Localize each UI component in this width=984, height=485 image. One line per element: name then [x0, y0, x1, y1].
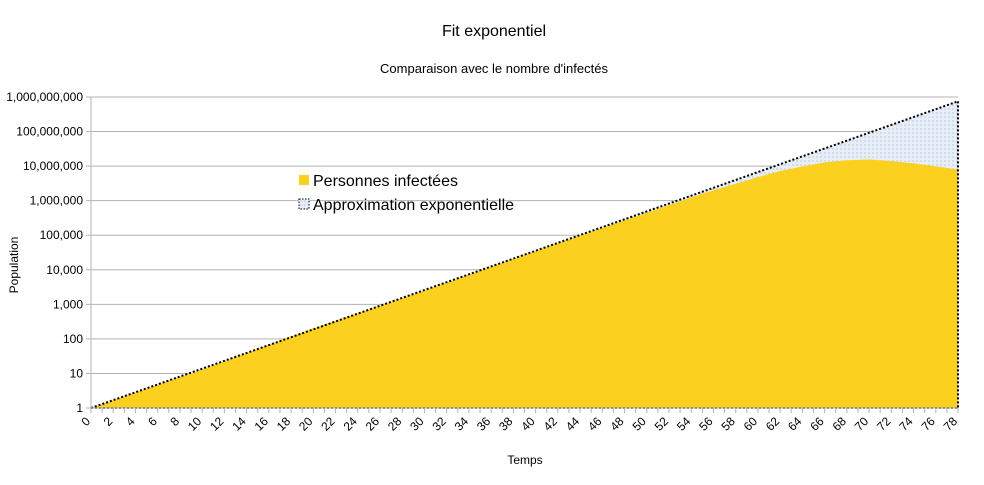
x-tick-label: 78: [941, 414, 961, 434]
chart-title: Fit exponentiel: [442, 23, 546, 40]
legend-swatch-infected: [299, 175, 309, 185]
x-tick-label: 0: [78, 414, 93, 429]
y-tick-label: 100: [63, 332, 83, 346]
x-tick-label: 20: [296, 414, 316, 434]
y-tick-label: 1,000,000,000: [6, 90, 83, 104]
x-tick-label: 44: [563, 414, 583, 434]
x-tick-label: 54: [674, 414, 694, 434]
legend: Personnes infectées Approximation expone…: [298, 173, 514, 214]
x-tick-label: 4: [123, 414, 138, 429]
x-tick-label: 62: [763, 414, 783, 434]
x-tick-label: 42: [541, 414, 561, 434]
chart-subtitle: Comparaison avec le nombre d'infectés: [380, 61, 608, 76]
y-tick-label: 10,000: [46, 263, 83, 277]
x-tick-label: 22: [318, 414, 338, 434]
exponential-line: [90, 100, 959, 409]
x-tick-label: 2: [101, 414, 116, 429]
y-tick-label: 1,000: [53, 297, 83, 311]
x-tick-label: 64: [785, 414, 805, 434]
x-tick-label: 16: [252, 414, 272, 434]
x-tick-label: 30: [407, 414, 427, 434]
x-tick-label: 76: [919, 414, 939, 434]
x-tick-label: 40: [518, 414, 538, 434]
x-tick-label: 6: [145, 414, 160, 429]
x-tick-label: 46: [585, 414, 605, 434]
y-tick-label: 10: [70, 366, 84, 380]
x-tick-label: 36: [474, 414, 494, 434]
x-tick-label: 14: [229, 414, 249, 434]
x-tick-label: 48: [607, 414, 627, 434]
x-tick-label: 60: [741, 414, 761, 434]
legend-swatch-exponential: [298, 198, 310, 210]
infected-area: [91, 159, 958, 408]
x-tick-label: 66: [807, 414, 827, 434]
grid: [91, 96, 958, 374]
x-tick-label: 70: [852, 414, 872, 434]
series-layer: [90, 100, 959, 409]
x-tick-label: 8: [167, 414, 182, 429]
x-tick-label: 68: [830, 414, 850, 434]
legend-label-exponential: Approximation exponentielle: [313, 197, 514, 214]
x-tick-label: 52: [652, 414, 672, 434]
y-tick-label: 1,000,000: [30, 194, 84, 208]
x-tick-label: 38: [496, 414, 516, 434]
y-tick-label: 100,000,000: [16, 125, 83, 139]
x-tick-label: 18: [274, 414, 294, 434]
x-tick-label: 58: [718, 414, 738, 434]
legend-label-infected: Personnes infectées: [313, 173, 458, 190]
x-axis-label: Temps: [507, 453, 542, 467]
y-tick-label: 100,000: [40, 228, 84, 242]
x-tick-label: 26: [363, 414, 383, 434]
x-tick-label: 32: [429, 414, 449, 434]
x-tick-label: 34: [452, 414, 472, 434]
x-tick-label: 10: [185, 414, 205, 434]
y-tick-label: 1: [76, 401, 83, 415]
x-tick-label: 56: [696, 414, 716, 434]
y-tick-label: 10,000,000: [23, 159, 83, 173]
x-tick-label: 50: [630, 414, 650, 434]
x-tick-label: 72: [874, 414, 894, 434]
x-tick-label: 12: [207, 414, 227, 434]
y-axis-label: Population: [7, 237, 21, 294]
x-tick-label: 24: [341, 414, 361, 434]
x-tick-label: 28: [385, 414, 405, 434]
x-tick-label: 74: [896, 414, 916, 434]
